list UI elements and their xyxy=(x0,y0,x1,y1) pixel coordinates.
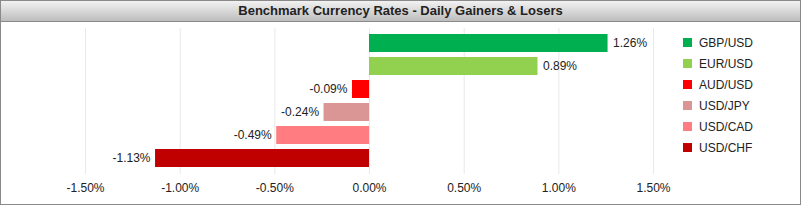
svg-text:-0.24%: -0.24% xyxy=(281,105,319,119)
svg-text:-1.50%: -1.50% xyxy=(66,181,104,195)
html-text:EUR/USD: EUR/USD xyxy=(699,56,753,71)
svg-text:0.00%: 0.00% xyxy=(352,181,386,195)
svg-text:0.50%: 0.50% xyxy=(447,181,481,195)
html-text:USD/JPY: USD/JPY xyxy=(699,98,750,113)
svg-text:1.00%: 1.00% xyxy=(542,181,576,195)
svg-text:-0.50%: -0.50% xyxy=(256,181,294,195)
svg-text:1.50%: 1.50% xyxy=(636,181,670,195)
svg-text:-1.13%: -1.13% xyxy=(113,151,151,165)
svg-text:-0.49%: -0.49% xyxy=(234,128,272,142)
svg-text:1.26%: 1.26% xyxy=(613,36,647,50)
html-text:Benchmark Currency Rates - Dai: Benchmark Currency Rates - Daily Gainers… xyxy=(238,3,563,18)
html-text:USD/CHF: USD/CHF xyxy=(699,140,753,155)
svg-text:-1.00%: -1.00% xyxy=(161,181,199,195)
html-text:GBP/USD: GBP/USD xyxy=(699,35,753,50)
svg-text:0.89%: 0.89% xyxy=(543,59,577,73)
html-text:USD/CAD: USD/CAD xyxy=(699,119,753,134)
html-text:AUD/USD: AUD/USD xyxy=(699,77,753,92)
svg-text:-0.09%: -0.09% xyxy=(309,82,347,96)
